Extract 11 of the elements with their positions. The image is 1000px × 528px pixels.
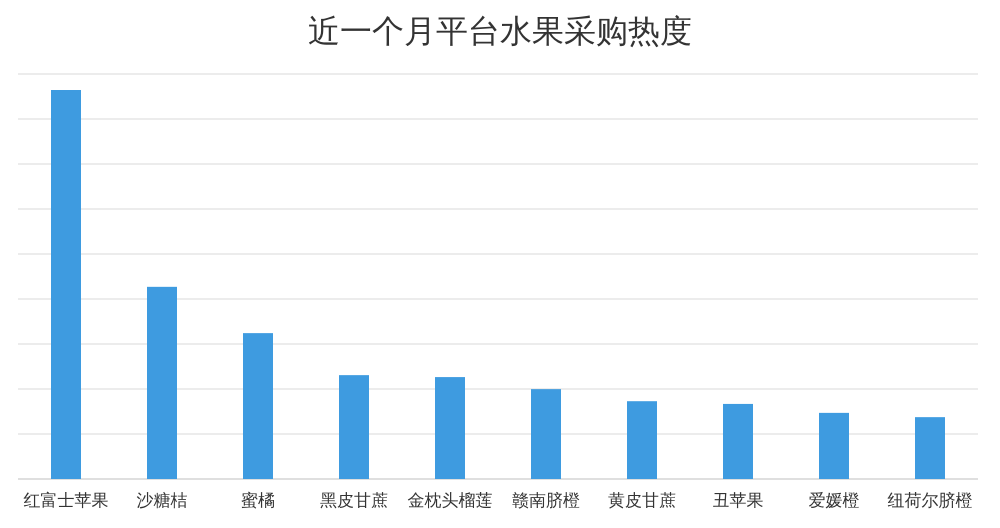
x-tick-label: 爱媛橙 (808, 491, 860, 511)
x-tick-label: 黄皮甘蔗 (608, 491, 676, 511)
x-tick-label: 赣南脐橙 (512, 491, 580, 511)
x-tick-label: 蜜橘 (241, 491, 275, 511)
x-tick-label: 沙糖桔 (136, 491, 188, 511)
x-tick-label: 金枕头榴莲 (408, 491, 492, 511)
title: 近一个月平台水果采购热度 (308, 12, 692, 50)
x-tick-label: 红富士苹果 (24, 491, 108, 511)
x-tick-label: 丑苹果 (712, 491, 764, 511)
x-tick-label: 黑皮甘蔗 (320, 491, 388, 511)
x-tick-label: 纽荷尔脐橙 (888, 491, 972, 511)
